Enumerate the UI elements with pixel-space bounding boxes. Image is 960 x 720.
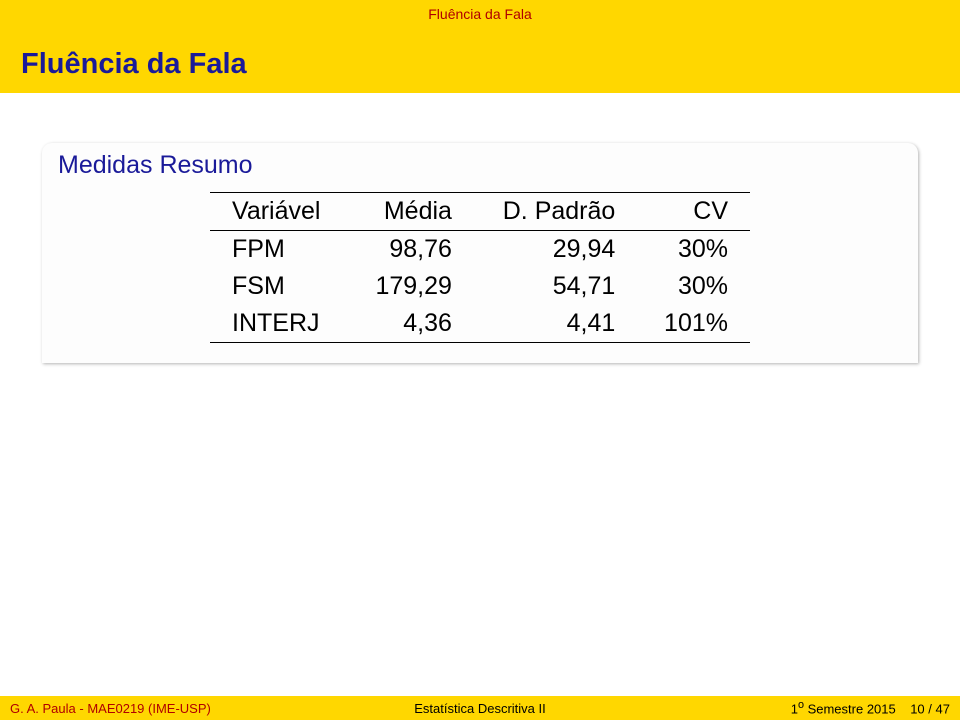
header-bar: Fluência da Fala Fluência da Fala <box>0 0 960 93</box>
table-row: INTERJ 4,36 4,41 101% <box>210 305 750 343</box>
cell: 54,71 <box>474 268 637 305</box>
col-header: Média <box>348 193 474 231</box>
cell: 30% <box>637 268 750 305</box>
footer-semester-suffix: Semestre 2015 <box>804 702 896 717</box>
col-header: Variável <box>210 193 348 231</box>
cell: 98,76 <box>348 231 474 269</box>
cell: 29,94 <box>474 231 637 269</box>
content-area: Medidas Resumo Variável Média D. Padrão … <box>42 143 918 363</box>
page-title: Fluência da Fala <box>21 48 247 81</box>
cell: INTERJ <box>210 305 348 343</box>
cell: FSM <box>210 268 348 305</box>
footer-right: 1o Semestre 2015 10 / 47 <box>637 699 960 716</box>
cell: FPM <box>210 231 348 269</box>
nav-section-label: Fluência da Fala <box>428 6 532 22</box>
cell: 4,41 <box>474 305 637 343</box>
table-header-row: Variável Média D. Padrão CV <box>210 193 750 231</box>
block-title: Medidas Resumo <box>42 143 918 186</box>
col-header: CV <box>637 193 750 231</box>
cell: 101% <box>637 305 750 343</box>
footer-page-current: 10 <box>910 702 924 717</box>
block-body: Variável Média D. Padrão CV FPM 98,76 29… <box>42 186 918 363</box>
footer-title: Estatística Descritiva II <box>323 701 636 716</box>
table-row: FPM 98,76 29,94 30% <box>210 231 750 269</box>
footer-page-total: 47 <box>936 702 950 717</box>
summary-table: Variável Média D. Padrão CV FPM 98,76 29… <box>210 192 750 343</box>
cell: 4,36 <box>348 305 474 343</box>
footer-semester-prefix: 1 <box>791 702 798 717</box>
cell: 30% <box>637 231 750 269</box>
table-row: FSM 179,29 54,71 30% <box>210 268 750 305</box>
footer-bar: G. A. Paula - MAE0219 (IME-USP) Estatíst… <box>0 696 960 720</box>
footer-author: G. A. Paula - MAE0219 (IME-USP) <box>0 701 323 716</box>
cell: 179,29 <box>348 268 474 305</box>
col-header: D. Padrão <box>474 193 637 231</box>
summary-block: Medidas Resumo Variável Média D. Padrão … <box>42 143 918 363</box>
